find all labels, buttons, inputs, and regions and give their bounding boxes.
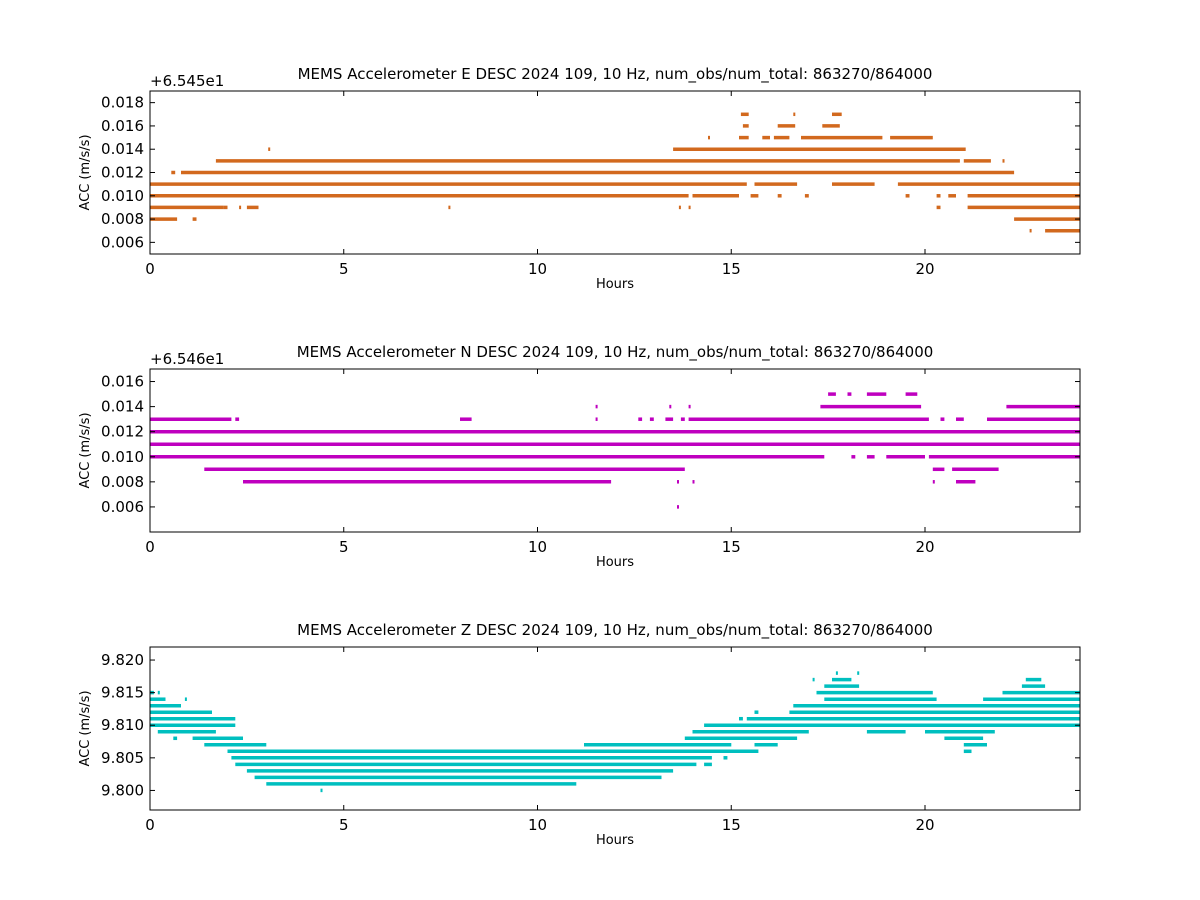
x-tick-label: 15 — [722, 538, 741, 556]
x-axis-label: Hours — [596, 833, 634, 848]
x-tick-label: 10 — [528, 538, 547, 556]
axis-offset-label: +6.546e1 — [150, 350, 224, 368]
y-tick-label: 9.815 — [101, 684, 144, 702]
chart-title: MEMS Accelerometer N DESC 2024 109, 10 H… — [297, 343, 934, 362]
chart-title: MEMS Accelerometer E DESC 2024 109, 10 H… — [298, 65, 933, 84]
x-tick-label: 10 — [528, 260, 547, 278]
x-axis-label: Hours — [596, 555, 634, 570]
y-tick-label: 9.810 — [101, 716, 144, 734]
y-tick-label: 0.008 — [101, 210, 144, 228]
y-axis-label: ACC (m/s/s) — [78, 412, 93, 488]
y-tick-label: 0.008 — [101, 473, 144, 491]
plot-area: 0 5 10 15 20 0.006 0.008 0.010 0.012 0.014 0.016 — [101, 368, 1081, 556]
panel-n: MEMS Accelerometer N DESC 2024 109, 10 H… — [78, 343, 1081, 570]
x-tick-label: 5 — [339, 816, 349, 834]
plot-area: 0 5 10 15 20 9.800 9.805 9.810 9.815 9.820 — [101, 646, 1081, 834]
x-tick-label: 0 — [145, 538, 155, 556]
x-axis-label: Hours — [596, 277, 634, 292]
y-tick-label: 9.800 — [101, 781, 144, 799]
y-tick-label: 9.805 — [101, 749, 144, 767]
y-axis-label: ACC (m/s/s) — [78, 690, 93, 766]
y-tick-label: 0.016 — [101, 117, 144, 135]
axis-offset-label: +6.545e1 — [150, 72, 224, 90]
chart-title: MEMS Accelerometer Z DESC 2024 109, 10 H… — [297, 621, 933, 640]
plot-frame — [149, 646, 1081, 811]
plot-area: 0 5 10 15 20 0.006 0.008 0.010 0.012 0.014 0.016 0.… — [101, 90, 1081, 278]
y-tick-label: 0.012 — [101, 164, 144, 182]
x-tick-label: 20 — [915, 538, 934, 556]
x-tick-label: 10 — [528, 816, 547, 834]
plot-frame — [149, 368, 1081, 533]
x-tick-label: 5 — [339, 260, 349, 278]
y-tick-label: 0.010 — [101, 187, 144, 205]
y-tick-label: 0.010 — [101, 448, 144, 466]
data-series — [150, 392, 1080, 509]
y-tick-label: 0.014 — [101, 398, 144, 416]
y-tick-label: 0.014 — [101, 140, 144, 158]
y-tick-label: 0.006 — [101, 233, 144, 251]
x-tick-label: 20 — [915, 260, 934, 278]
data-series — [150, 671, 1080, 793]
x-tick-label: 0 — [145, 816, 155, 834]
y-tick-label: 0.018 — [101, 94, 144, 112]
x-tick-label: 20 — [915, 816, 934, 834]
x-tick-label: 15 — [722, 260, 741, 278]
y-axis-label: ACC (m/s/s) — [78, 134, 93, 210]
x-tick-label: 5 — [339, 538, 349, 556]
y-tick-label: 0.016 — [101, 373, 144, 391]
data-series — [150, 112, 1080, 233]
y-tick-label: 0.006 — [101, 498, 144, 516]
y-tick-label: 0.012 — [101, 423, 144, 441]
panel-z: MEMS Accelerometer Z DESC 2024 109, 10 H… — [78, 621, 1081, 848]
y-tick-label: 9.820 — [101, 651, 144, 669]
panel-e: MEMS Accelerometer E DESC 2024 109, 10 H… — [78, 65, 1081, 292]
x-tick-label: 0 — [145, 260, 155, 278]
x-tick-label: 15 — [722, 816, 741, 834]
